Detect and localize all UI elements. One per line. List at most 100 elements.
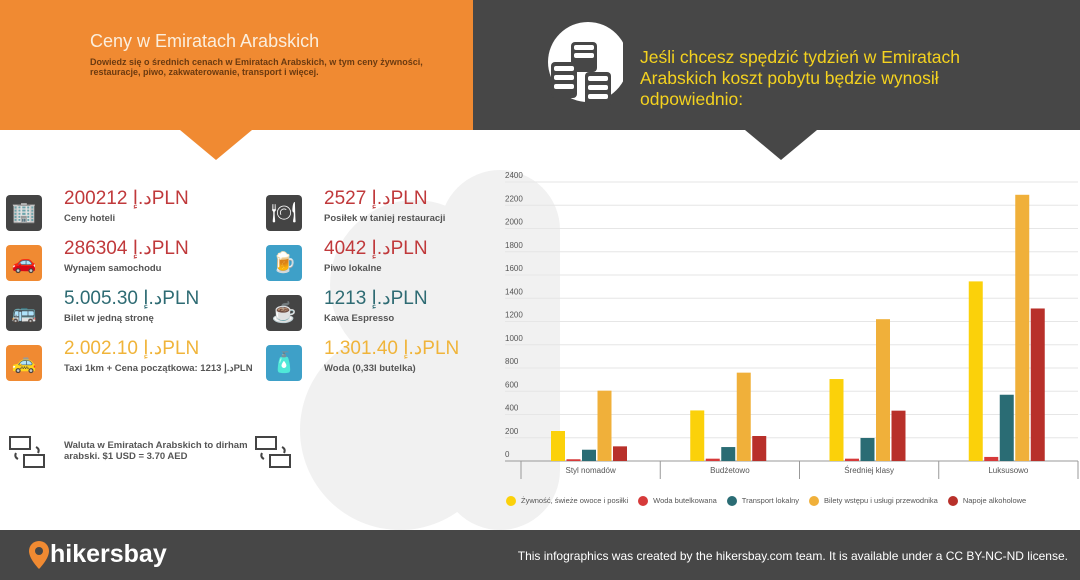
price-value: 200212 د.إPLN xyxy=(64,188,189,209)
bar xyxy=(690,410,705,461)
coffee-icon: ☕ xyxy=(266,295,302,331)
bus-icon: 🚌 xyxy=(6,295,42,331)
price-label: Posiłek w taniej restauracji xyxy=(324,213,446,224)
price-label: Woda (0,33l butelka) xyxy=(324,363,416,374)
footer: hikersbay This infographics was created … xyxy=(0,530,1080,580)
legend-label: Transport lokalny xyxy=(741,496,800,505)
bar xyxy=(736,372,751,461)
legend-item: Woda butelkowana xyxy=(638,496,717,507)
x-tick-label: Budżetowo xyxy=(710,466,750,475)
currency-exchange-icon xyxy=(9,436,45,468)
legend-swatch xyxy=(947,496,958,507)
price-label: Taxi 1km + Cena początkowa: 1213 د.إPLN xyxy=(64,363,253,374)
bar xyxy=(597,390,612,461)
legend-label: Napoje alkoholowe xyxy=(962,496,1027,505)
y-tick-label: 0 xyxy=(505,450,510,459)
y-tick-label: 2000 xyxy=(505,218,523,227)
bar xyxy=(968,281,983,461)
y-tick-label: 2200 xyxy=(505,194,523,203)
bar xyxy=(984,456,999,461)
bar xyxy=(891,410,906,461)
price-item: 1.301.40 د.إPLN Woda (0,33l butelka) xyxy=(324,337,459,374)
currency-exchange-icon xyxy=(255,436,291,468)
price-item: 2.002.10 د.إPLN Taxi 1km + Cena początkow… xyxy=(64,337,253,374)
chart-legend: Żywność, świeże owoce i posiłki Woda bute… xyxy=(506,496,1027,507)
water-bottle-icon: 🧴 xyxy=(266,345,302,381)
price-value: 4042 د.إPLN xyxy=(324,238,428,259)
x-tick-label: Luksusowo xyxy=(988,466,1029,475)
map-pin-icon xyxy=(29,541,49,569)
legend-label: Bilety wstępu i usługi przewodnika xyxy=(824,496,938,505)
y-tick-label: 1000 xyxy=(505,334,523,343)
y-tick-label: 800 xyxy=(505,357,519,366)
price-value: 2.002.10 د.إPLN xyxy=(64,338,200,359)
currency-note: Waluta w Emiratach Arabskich to dirham a… xyxy=(64,440,248,462)
y-tick-label: 1200 xyxy=(505,311,523,320)
y-tick-label: 1800 xyxy=(505,241,523,250)
price-value: 286304 د.إPLN xyxy=(64,238,189,259)
x-tick-label: Styl nomadów xyxy=(566,466,616,475)
background-coin xyxy=(440,170,560,530)
header-left: Ceny w Emiratach Arabskich Dowiedz się o… xyxy=(0,0,473,160)
bar xyxy=(705,458,720,461)
legend-swatch xyxy=(638,496,649,507)
bar xyxy=(566,459,581,461)
legend-label: Żywność, świeże owoce i posiłki xyxy=(521,496,629,505)
legend-item: Żywność, świeże owoce i posiłki xyxy=(506,496,629,507)
legend-swatch xyxy=(726,496,737,507)
bar xyxy=(860,437,875,461)
coins-icon xyxy=(548,22,623,108)
legend-swatch xyxy=(506,496,516,507)
bar xyxy=(1030,308,1045,461)
taxi-icon: 🚕 xyxy=(6,345,42,381)
legend-item: Bilety wstępu i usługi przewodnika xyxy=(809,496,938,507)
bar xyxy=(551,431,565,461)
price-item: 4042 د.إPLN Piwo lokalne xyxy=(324,237,428,274)
bar xyxy=(845,458,859,461)
price-item: 200212 د.إPLN Ceny hoteli xyxy=(64,187,189,224)
bar xyxy=(829,379,844,461)
page-subtitle: Dowiedz się o średnich cenach w Emiratac… xyxy=(90,57,423,77)
price-label: Ceny hoteli xyxy=(64,213,116,224)
legend-item: Napoje alkoholowe xyxy=(947,496,1027,507)
price-label: Piwo lokalne xyxy=(324,263,382,274)
price-item: 2527 د.إPLN Posiłek w taniej restauracji xyxy=(324,187,445,224)
price-label: Kawa Espresso xyxy=(324,313,395,324)
beer-icon: 🍺 xyxy=(266,245,302,281)
bar-chart: 0 200 400 600 800 1000 1200 1400 1600 1800 2000 220… xyxy=(505,171,1079,479)
bar xyxy=(752,436,767,461)
price-item: 5.005.30 د.إPLN Bilet w jedną stronę xyxy=(64,287,199,324)
y-tick-label: 600 xyxy=(505,380,519,389)
page-title: Ceny w Emiratach Arabskich xyxy=(90,31,320,51)
y-tick-label: 200 xyxy=(505,427,519,436)
price-item: 1213 د.إPLN Kawa Espresso xyxy=(324,287,428,324)
y-tick-label: 1400 xyxy=(505,287,523,296)
hikersbay-logo: hikersbay xyxy=(50,540,167,568)
y-tick-label: 1600 xyxy=(505,264,523,273)
bar xyxy=(582,449,596,461)
restaurant-icon: 🍽 xyxy=(266,195,302,231)
price-value: 1213 د.إPLN xyxy=(324,288,428,309)
price-label: Wynajem samochodu xyxy=(64,263,162,274)
license-credit: This infographics was created by the hik… xyxy=(517,549,1068,563)
price-value: 5.005.30 د.إPLN xyxy=(64,288,200,309)
bar xyxy=(876,319,890,461)
price-value: 1.301.40 د.إPLN xyxy=(324,338,460,359)
price-item: 286304 د.إPLN Wynajem samochodu xyxy=(64,237,189,274)
legend-swatch xyxy=(809,496,820,507)
bar xyxy=(721,447,736,461)
y-tick-label: 2400 xyxy=(505,171,523,180)
bar xyxy=(999,394,1014,461)
legend-label: Woda butelkowana xyxy=(653,496,717,505)
price-value: 2527 د.إPLN xyxy=(324,188,428,209)
bar xyxy=(1015,194,1030,461)
x-tick-label: Średniej klasy xyxy=(844,466,894,475)
y-tick-label: 400 xyxy=(505,404,519,413)
cost-heading: Jeśli chcesz spędzić tydzień w Emiratach… xyxy=(640,47,960,109)
legend-item: Transport lokalny xyxy=(726,496,800,507)
hotel-icon: 🏢 xyxy=(6,195,42,231)
price-label: Bilet w jedną stronę xyxy=(64,313,154,324)
car-icon: 🚗 xyxy=(6,245,42,281)
bar xyxy=(613,446,627,461)
header-right: Jeśli chcesz spędzić tydzień w Emiratach… xyxy=(473,0,1080,160)
